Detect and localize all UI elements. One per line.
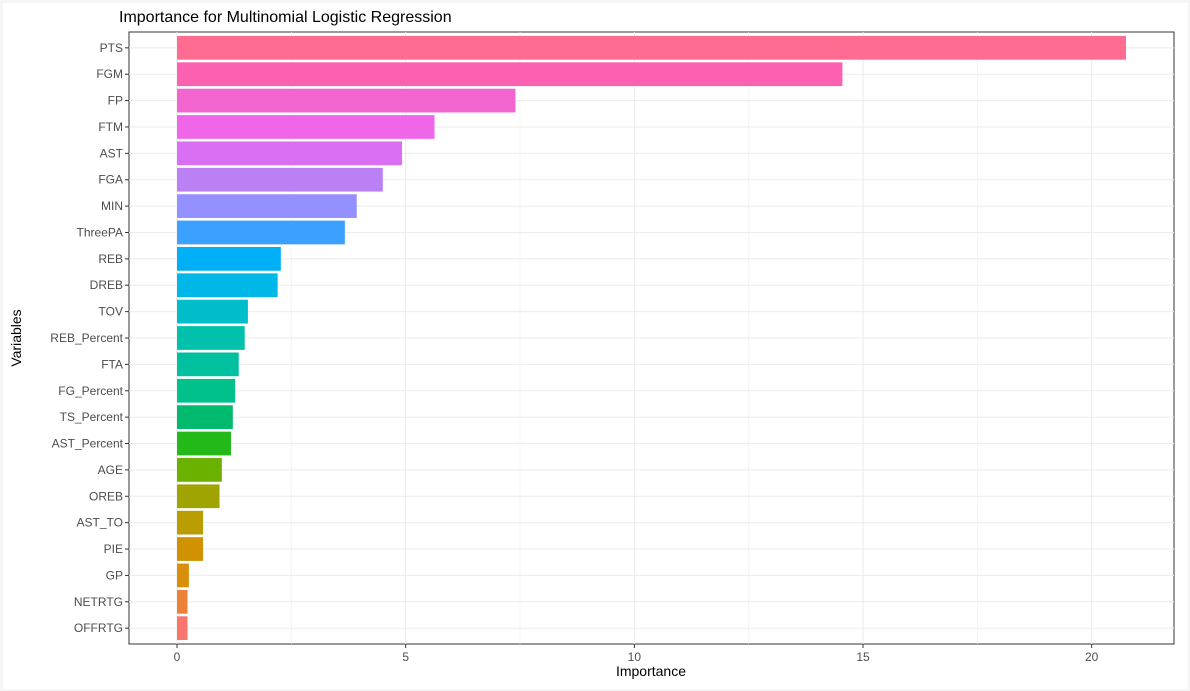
y-tick-label: REB <box>98 252 123 266</box>
bar-AST_TO <box>177 510 204 535</box>
bar-OREB <box>177 484 220 509</box>
chart-title: Importance for Multinomial Logistic Regr… <box>119 9 452 26</box>
importance-bar-chart: Importance for Multinomial Logistic Regr… <box>8 9 1175 679</box>
y-axis-title: Variables <box>8 309 24 366</box>
y-tick-label: AST_TO <box>77 516 123 530</box>
x-axis-title: Importance <box>616 663 686 679</box>
y-tick-label: PIE <box>104 542 123 556</box>
bar-FTA <box>177 352 239 377</box>
y-tick-label: MIN <box>101 199 123 213</box>
bar-REB_Percent <box>177 326 245 350</box>
bar-AST_Percent <box>177 431 231 456</box>
bar-AGE <box>177 458 222 482</box>
x-axis-ticks: 0 5 10 15 20 <box>174 644 1099 664</box>
bar-TOV <box>177 299 248 324</box>
y-tick-label: FGM <box>96 67 123 81</box>
y-axis-ticks: PTS FGM FP FTM AST FGA MIN ThreePA REB DREB TOV REB… <box>50 41 129 635</box>
bar-FGM <box>177 62 843 87</box>
y-tick-label: FTA <box>101 357 123 371</box>
y-tick-label: FGA <box>98 173 123 187</box>
chart-panel: Importance for Multinomial Logistic Regr… <box>3 3 1188 689</box>
bar-OFFRTG <box>177 616 188 641</box>
y-tick-label: NETRTG <box>74 595 123 609</box>
y-tick-label: OREB <box>89 489 123 503</box>
bar-NETRTG <box>177 589 188 614</box>
y-tick-label: FG_Percent <box>58 384 123 398</box>
bar-TS_Percent <box>177 405 233 430</box>
bar-FTM <box>177 115 435 139</box>
x-tick-label: 10 <box>628 650 642 664</box>
y-tick-label: TOV <box>99 305 123 319</box>
y-tick-label: REB_Percent <box>50 331 123 345</box>
bar-ThreePA <box>177 220 345 245</box>
y-tick-label: FTM <box>98 120 123 134</box>
y-tick-label: ThreePA <box>77 225 123 239</box>
y-tick-label: PTS <box>100 41 123 55</box>
x-tick-label: 5 <box>402 650 409 664</box>
bar-AST <box>177 141 403 166</box>
bar-FG_Percent <box>177 378 236 403</box>
y-tick-label: AGE <box>98 463 123 477</box>
bars <box>177 35 1126 641</box>
bar-DREB <box>177 273 278 298</box>
bar-MIN <box>177 194 357 218</box>
y-tick-label: TS_Percent <box>60 410 124 424</box>
x-tick-label: 0 <box>174 650 181 664</box>
bar-GP <box>177 563 189 588</box>
y-tick-label: GP <box>106 568 123 582</box>
x-tick-label: 15 <box>856 650 870 664</box>
y-tick-label: FP <box>108 94 123 108</box>
x-tick-label: 20 <box>1085 650 1099 664</box>
y-tick-label: OFFRTG <box>74 621 123 635</box>
y-tick-label: AST <box>100 146 124 160</box>
bar-REB <box>177 246 281 271</box>
y-tick-label: AST_Percent <box>52 437 124 451</box>
bar-PIE <box>177 537 204 561</box>
y-tick-label: DREB <box>90 278 123 292</box>
bar-PTS <box>177 35 1126 60</box>
bar-FGA <box>177 167 383 192</box>
bar-FP <box>177 88 516 113</box>
